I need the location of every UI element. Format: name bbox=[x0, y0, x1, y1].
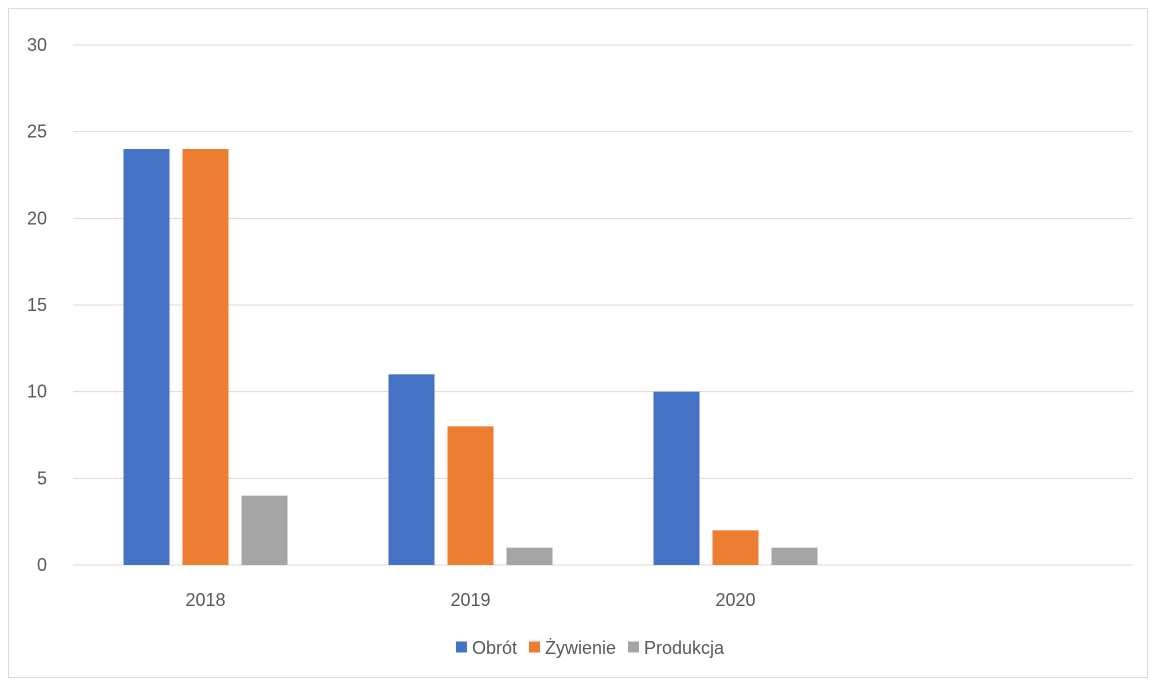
x-tick-label: 2019 bbox=[450, 590, 490, 610]
bar-obrót-2020 bbox=[653, 391, 700, 565]
y-tick-label: 15 bbox=[27, 295, 47, 315]
bar-obrót-2018 bbox=[123, 149, 170, 565]
x-tick-label: 2020 bbox=[715, 590, 755, 610]
y-tick-label: 25 bbox=[27, 122, 47, 142]
x-axis-tick-labels: 2018 2019 2020 bbox=[185, 590, 755, 610]
x-tick-label: 2018 bbox=[185, 590, 225, 610]
y-tick-label: 10 bbox=[27, 382, 47, 402]
bar-żywienie-2019 bbox=[447, 426, 494, 565]
y-tick-label: 0 bbox=[37, 555, 47, 575]
bar-żywienie-2018 bbox=[182, 149, 229, 565]
y-tick-label: 5 bbox=[37, 468, 47, 488]
bar-obrót-2019 bbox=[388, 374, 435, 565]
bar-żywienie-2020 bbox=[712, 530, 759, 565]
legend-label: Produkcja bbox=[644, 638, 725, 658]
bars bbox=[123, 149, 818, 565]
bar-produkcja-2018 bbox=[241, 495, 288, 565]
y-tick-label: 20 bbox=[27, 208, 47, 228]
y-tick-label: 30 bbox=[27, 35, 47, 55]
legend-swatch-obrót bbox=[455, 641, 467, 653]
y-axis-tick-labels: 0 5 10 15 20 25 30 bbox=[27, 35, 47, 575]
legend-swatch-produkcja bbox=[628, 641, 640, 653]
legend-swatch-żywienie bbox=[528, 641, 540, 653]
legend-label: Obrót bbox=[472, 638, 517, 658]
legend-label: Żywienie bbox=[545, 638, 616, 658]
bar-produkcja-2020 bbox=[771, 547, 818, 565]
bar-produkcja-2019 bbox=[506, 547, 553, 565]
legend: Obrót Żywienie Produkcja bbox=[455, 638, 725, 658]
gridlines bbox=[73, 44, 1133, 566]
